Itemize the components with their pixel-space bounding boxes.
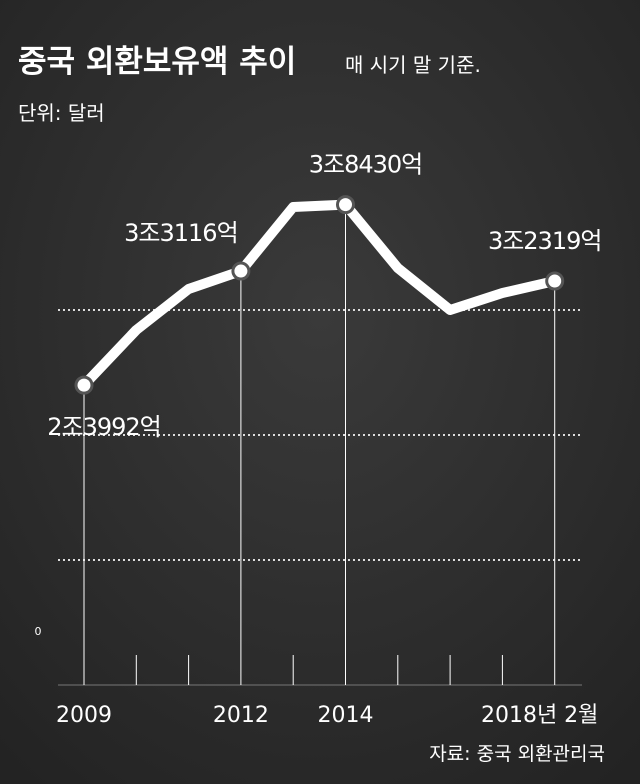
y-tick-label: 0: [35, 625, 42, 638]
data-label: 3조8430억: [309, 151, 423, 179]
x-tick-label: 2009: [56, 703, 112, 728]
point-marker: [545, 271, 565, 291]
point-marker: [336, 195, 355, 215]
line-series: [79, 199, 560, 391]
data-label: 3조2319억: [488, 227, 602, 255]
point-marker: [74, 375, 94, 395]
point-marker: [231, 261, 251, 281]
chart-title: 중국 외환보유액 추이: [18, 44, 296, 80]
source: 자료: 중국 외환관리국: [429, 743, 605, 765]
x-tick-label: 2018년 2월: [481, 703, 598, 728]
data-label: 3조3116억: [124, 219, 238, 247]
data-label: 2조3992억: [47, 413, 161, 441]
x-tick-label: 2012: [213, 703, 269, 728]
chart-subtitle: 매 시기 말 기준.: [345, 53, 481, 77]
unit-label: 단위: 달러: [18, 101, 105, 125]
x-tick-label: 2014: [318, 703, 374, 728]
